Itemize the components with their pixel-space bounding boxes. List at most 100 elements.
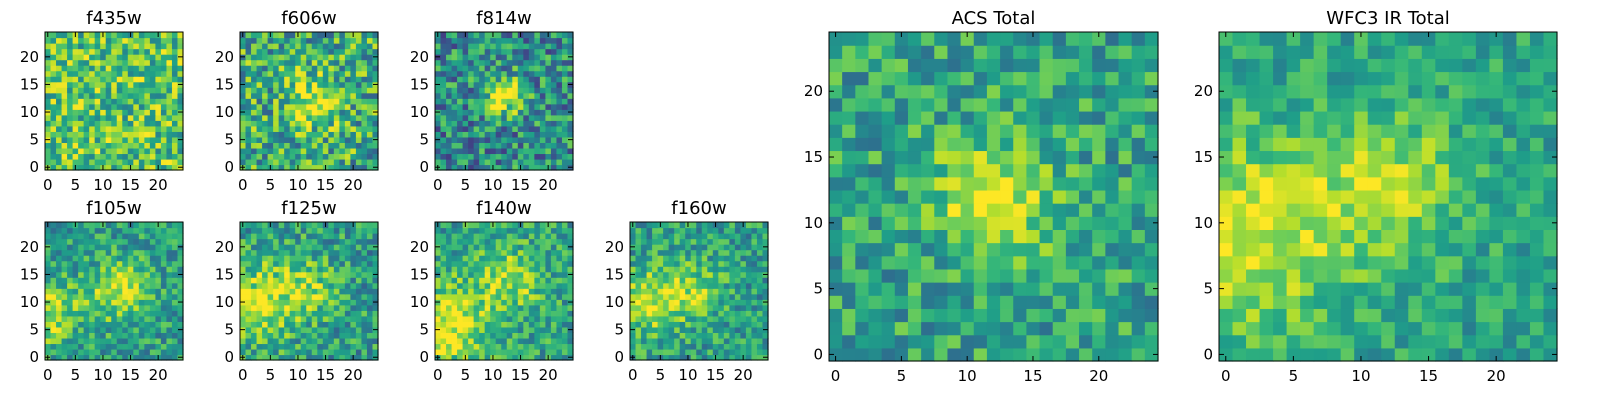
heatmap-cell [674, 277, 681, 284]
heatmap-cell [745, 244, 753, 251]
heatmap-cell [105, 48, 112, 55]
heatmap-cell [133, 158, 140, 166]
heatmap-cell [311, 131, 318, 138]
heatmap-cell [457, 114, 464, 121]
heatmap-cell [177, 348, 184, 356]
heatmap-cell [528, 131, 535, 138]
heatmap-cell [457, 81, 464, 88]
heatmap-cell [127, 131, 134, 138]
heatmap-cell [306, 103, 313, 110]
heatmap-cell [322, 48, 329, 55]
heatmap-cell [1105, 282, 1120, 296]
heatmap-cell [278, 32, 285, 39]
heatmap-cell [495, 114, 502, 121]
heatmap-cell [729, 337, 736, 345]
heatmap-cell [1065, 295, 1080, 309]
heatmap-cell [45, 114, 52, 121]
heatmap-cell [116, 271, 123, 278]
heatmap-cell [50, 244, 57, 251]
heatmap-cell [306, 255, 313, 262]
heatmap-cell [89, 238, 96, 245]
heatmap-cell [440, 76, 447, 83]
heatmap-cell [133, 315, 140, 322]
heatmap-cell [696, 233, 703, 240]
heatmap-cell [256, 255, 263, 262]
heatmap-cell [657, 299, 664, 306]
heatmap-cell [539, 153, 546, 160]
heatmap-cell [116, 37, 123, 44]
heatmap-cell [322, 348, 329, 356]
heatmap-cell [61, 32, 68, 39]
heatmap-cell [256, 147, 263, 155]
heatmap-cell [78, 271, 85, 278]
heatmap-cell [361, 321, 368, 328]
heatmap-cell [1039, 255, 1054, 270]
heatmap-cell [451, 227, 458, 234]
heatmap-cell [723, 304, 730, 311]
heatmap-cell [842, 189, 856, 204]
heatmap-cell [67, 260, 74, 267]
heatmap-cell [567, 98, 574, 105]
heatmap-cell [89, 65, 96, 72]
heatmap-cell [278, 92, 285, 99]
heatmap-cell [490, 310, 497, 317]
heatmap-cell [468, 37, 475, 44]
heatmap-cell [83, 293, 90, 300]
heatmap-cell [50, 222, 57, 229]
heatmap-cell [116, 299, 123, 306]
heatmap-cell [289, 332, 296, 339]
x-tick-label: 15 [121, 176, 140, 194]
heatmap-cell [339, 348, 346, 356]
heatmap-cell [512, 109, 519, 116]
heatmap-cell [289, 158, 296, 166]
heatmap-cell [111, 147, 118, 155]
heatmap-cell [462, 271, 469, 278]
heatmap-cell [355, 343, 363, 350]
heatmap-cell [273, 70, 280, 77]
heatmap-cell [133, 70, 140, 77]
heatmap-cell [539, 114, 546, 121]
heatmap-cell [251, 238, 258, 245]
heatmap-cell [446, 142, 453, 149]
heatmap-cell [322, 337, 329, 345]
heatmap-cell [240, 260, 247, 267]
heatmap-cell [567, 59, 574, 66]
heatmap-cell [440, 114, 447, 121]
heatmap-cell [630, 249, 637, 256]
heatmap-cell [317, 103, 324, 110]
heatmap-cell [745, 304, 753, 311]
heatmap-cell [668, 222, 675, 229]
heatmap-cell [83, 120, 90, 127]
heatmap-cell [446, 337, 453, 345]
heatmap-cell [278, 164, 285, 171]
heatmap-cell [881, 242, 896, 257]
heatmap-cell [457, 348, 464, 356]
y-tick-label: 0 [224, 158, 234, 176]
heatmap-cell [473, 238, 480, 245]
heatmap-cell [561, 65, 569, 72]
heatmap-cell [300, 227, 307, 234]
heatmap-cell [528, 332, 535, 339]
heatmap-cell [78, 282, 85, 289]
heatmap-cell [67, 153, 74, 160]
heatmap-cell [734, 288, 741, 295]
heatmap-cell [322, 37, 329, 44]
heatmap-cell [690, 260, 697, 267]
heatmap-cell [528, 277, 535, 284]
heatmap-cell [78, 59, 85, 66]
heatmap-cell [278, 131, 285, 138]
heatmap-cell [273, 293, 280, 300]
heatmap-cell [635, 293, 642, 300]
heatmap-cell [289, 59, 296, 66]
heatmap-cell [278, 282, 285, 289]
heatmap-cell [149, 315, 156, 322]
heatmap-cell [177, 249, 184, 256]
heatmap-cell [61, 337, 68, 345]
heatmap-cell [105, 164, 112, 171]
heatmap-cell [155, 271, 162, 278]
heatmap-cell [116, 158, 123, 166]
heatmap-cell [506, 354, 513, 361]
heatmap-cell [67, 120, 74, 127]
heatmap-cell [50, 87, 57, 94]
heatmap-cell [350, 332, 357, 339]
